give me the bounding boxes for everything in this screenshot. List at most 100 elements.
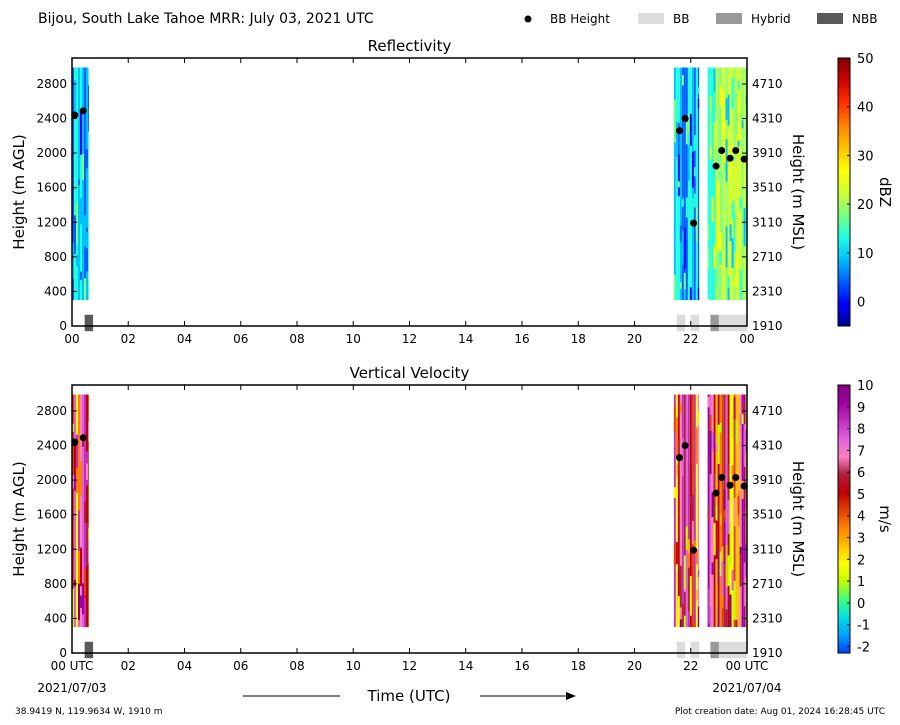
heatmap-cell	[709, 394, 712, 628]
x-tick-label: 04	[177, 659, 192, 673]
panel-title: Vertical Velocity	[350, 364, 470, 382]
reflectivity-colorbar: 0 10 20 30 40 50 dBZ	[837, 52, 894, 327]
heatmap-cell	[82, 67, 84, 301]
heatmap-cell	[72, 242, 74, 279]
heatmap-cell	[719, 551, 722, 577]
heatmap-cell	[717, 424, 720, 465]
heatmap-cell	[695, 590, 698, 601]
colorbar-tick-label: 40	[857, 101, 874, 116]
heatmap-cell	[685, 236, 688, 279]
heatmap-cell	[707, 224, 710, 241]
heatmap-cell	[711, 431, 714, 452]
heatmap-cell	[693, 540, 696, 549]
heatmap-cell	[743, 394, 746, 628]
heatmap-cell	[697, 287, 700, 301]
heatmap-cell	[733, 397, 736, 420]
heatmap-cell	[725, 226, 728, 268]
heatmap-cell	[717, 180, 720, 226]
heatmap-cell	[741, 255, 744, 291]
heatmap-cell	[673, 394, 676, 628]
heatmap-cell	[737, 67, 740, 301]
heatmap-cell	[731, 67, 734, 301]
bb-height-point	[71, 438, 79, 446]
heatmap-cell	[715, 148, 718, 171]
x-tick-label: 08	[289, 659, 304, 673]
heatmap-cell	[731, 415, 734, 438]
heatmap-cell	[689, 113, 692, 146]
heatmap-cell	[723, 67, 726, 301]
heatmap-cell	[683, 67, 686, 301]
x-tick-label: 00	[64, 332, 79, 346]
x-tick-label: 08	[289, 332, 304, 346]
heatmap-cell	[82, 187, 84, 200]
heatmap-cell	[725, 609, 728, 628]
x-tick-label: 04	[177, 332, 192, 346]
legend: BB Height BB Hybrid NBB	[524, 12, 877, 26]
heatmap-cell	[715, 443, 718, 453]
heatmap-cell	[729, 522, 732, 566]
heatmap-cell	[719, 250, 722, 265]
heatmap-cell	[689, 495, 692, 503]
heatmap-cell	[693, 135, 696, 151]
heatmap-cell	[693, 167, 696, 177]
y-tick-label: 1600	[36, 508, 67, 522]
heatmap-cell	[689, 394, 692, 628]
bb-height-point	[690, 546, 698, 554]
y-tick-label: 2000	[36, 146, 67, 160]
heatmap-cell	[727, 67, 730, 301]
velocity-colorbar: -2 -1 0 1 2 3 4 5 6 7 8 9 10 m/s	[837, 379, 894, 655]
heatmap-cell	[675, 67, 678, 301]
heatmap-cell	[691, 198, 694, 225]
heatmap-cell	[727, 276, 730, 290]
heatmap-cell	[711, 562, 714, 575]
bb-type-bar	[676, 314, 686, 332]
bb-height-point	[712, 162, 720, 170]
time-axis-label: Time (UTC)	[243, 687, 576, 705]
bb-type-bar	[84, 314, 94, 332]
heatmap-cell	[725, 545, 728, 587]
heatmap-cell	[693, 67, 696, 301]
colorbar-tick-label: -2	[857, 640, 870, 655]
heatmap-cell	[683, 555, 686, 589]
y-tick-label-right: 3910	[752, 146, 783, 160]
heatmap-cell	[693, 193, 696, 208]
heatmap-cell	[683, 289, 686, 301]
heatmap-cell	[679, 281, 682, 289]
heatmap-cell	[76, 255, 78, 267]
heatmap-cell	[719, 232, 722, 268]
heatmap-cell	[723, 159, 726, 173]
heatmap-cell	[715, 182, 718, 212]
y-tick-label-right: 4710	[752, 404, 783, 418]
heatmap-cell	[697, 87, 700, 94]
heatmap-cell	[717, 264, 720, 301]
y-tick-label-right: 3510	[752, 508, 783, 522]
bb-height-point	[681, 115, 689, 123]
y-tick-label-right: 2710	[752, 250, 783, 264]
x-tick-label: 02	[121, 659, 136, 673]
colorbar-tick-label: 6	[857, 466, 865, 481]
heatmap-cell	[695, 207, 698, 243]
heatmap-cell	[84, 501, 86, 523]
heatmap-cell	[675, 121, 678, 157]
heatmap-cell	[72, 281, 74, 300]
heatmap-cell	[707, 396, 710, 408]
colorbar-gradient	[837, 57, 851, 327]
y-axis-label: Height (m AGL)	[10, 461, 28, 576]
location-text: 38.9419 N, 119.9634 W, 1910 m	[15, 707, 163, 717]
bb-type-bar	[690, 641, 700, 659]
y-tick-label: 800	[44, 250, 67, 264]
x-tick-label: 10	[346, 332, 361, 346]
heatmap-cell	[709, 95, 712, 111]
heatmap-cell	[679, 67, 682, 301]
plot-background	[72, 58, 747, 326]
heatmap-cell	[697, 570, 700, 577]
y-tick-label: 2800	[36, 404, 67, 418]
heatmap-cell	[715, 253, 718, 287]
heatmap-cell	[685, 622, 688, 628]
heatmap-cell	[683, 394, 686, 628]
heatmap-cell	[82, 147, 84, 181]
heatmap-cell	[80, 394, 82, 628]
time-arrow-head	[566, 692, 576, 700]
heatmap-cell	[673, 99, 676, 143]
